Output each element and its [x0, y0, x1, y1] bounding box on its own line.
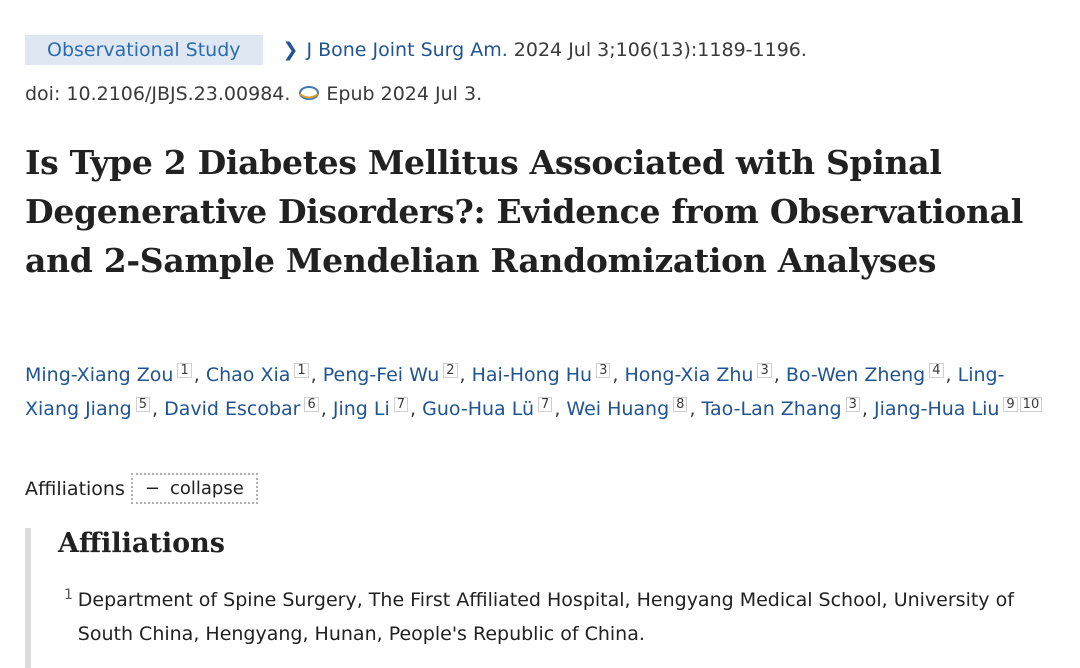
affiliations-toggle-row: Affiliations − collapse	[25, 473, 258, 504]
affiliation-refs: 1	[294, 362, 310, 378]
author-name[interactable]: Chao Xia	[205, 364, 291, 386]
affiliation-ref[interactable]: 5	[135, 396, 150, 412]
author-entry: Guo-Hua Lü 7,	[422, 396, 567, 420]
author-name[interactable]: Jiang-Hua Liu	[873, 398, 1000, 420]
affiliation-ref[interactable]: 1	[294, 362, 309, 378]
article-title: Is Type 2 Diabetes Mellitus Associated w…	[25, 143, 1023, 280]
journal-name[interactable]: J Bone Joint Surg Am.	[306, 39, 508, 61]
affiliation-ref[interactable]: 7	[538, 396, 553, 412]
affiliation-ref[interactable]: 10	[1019, 396, 1043, 412]
author-name[interactable]: David Escobar	[164, 398, 301, 420]
affiliation-refs: 9 10	[1003, 396, 1044, 412]
doi-row: doi: 10.2106/JBJS.23.00984. Epub 2024 Ju…	[25, 83, 482, 105]
journal-link[interactable]: ❯ J Bone Joint Surg Am.	[283, 39, 508, 61]
author-entry: Bo-Wen Zheng 4,	[785, 362, 958, 386]
affiliation-number: 1	[64, 587, 73, 603]
author-name[interactable]: Wei Huang	[566, 398, 670, 420]
minus-icon: −	[144, 478, 160, 499]
citation-row: Observational Study ❯ J Bone Joint Surg …	[25, 35, 807, 65]
author-entry: Tao-Lan Zhang 3,	[701, 396, 874, 420]
affiliation-ref[interactable]: 8	[673, 396, 688, 412]
author-entry: David Escobar 6,	[164, 396, 333, 420]
affiliations-panel: Affiliations 1 Department of Spine Surge…	[25, 528, 1071, 668]
affiliation-item: 1 Department of Spine Surgery, The First…	[64, 583, 1024, 651]
affiliation-ref[interactable]: 3	[596, 362, 611, 378]
collapse-affiliations-button[interactable]: − collapse	[130, 473, 258, 504]
author-name[interactable]: Ming-Xiang Zou	[25, 364, 174, 386]
author-entry: Hai-Hong Hu 3,	[471, 362, 625, 386]
affiliation-refs: 2	[443, 362, 459, 378]
affiliation-refs: 3	[757, 362, 773, 378]
affiliation-refs: 7	[393, 396, 410, 412]
affiliation-refs: 8	[673, 396, 689, 412]
author-entry: Wei Huang 8,	[566, 396, 702, 420]
author-name[interactable]: Ling-Xiang Jiang	[25, 364, 1005, 420]
affiliation-ref[interactable]: 2	[443, 362, 458, 378]
author-entry: Hong-Xia Zhu 3,	[624, 362, 786, 386]
author-entry: Ling-Xiang Jiang 5,	[25, 364, 1005, 420]
author-name[interactable]: Hai-Hong Hu	[471, 364, 593, 386]
author-list: Ming-Xiang Zou 1, Chao Xia 1, Peng-Fei Wu 2…	[25, 358, 1055, 426]
affiliation-ref[interactable]: 1	[177, 362, 192, 378]
affiliation-refs: 5	[135, 396, 152, 412]
author-entry: Jiang-Hua Liu 9 10	[873, 396, 1044, 420]
affiliation-refs: 6	[304, 396, 320, 412]
epub-icon	[298, 85, 320, 103]
doi-text: doi: 10.2106/JBJS.23.00984.	[25, 83, 291, 105]
epub-date: Epub 2024 Jul 3.	[326, 83, 483, 105]
affiliation-refs: 7	[538, 396, 554, 412]
affiliation-ref[interactable]: 3	[845, 396, 860, 412]
affiliation-refs: 3	[845, 396, 862, 412]
chevron-right-icon: ❯	[282, 39, 299, 61]
affiliation-refs: 4	[929, 362, 945, 378]
author-name[interactable]: Peng-Fei Wu	[322, 364, 440, 386]
affiliation-ref[interactable]: 4	[929, 362, 944, 378]
author-entry: Chao Xia 1,	[205, 362, 323, 386]
affiliations-heading: Affiliations	[58, 528, 225, 559]
affiliation-ref[interactable]: 6	[304, 396, 319, 412]
author-name[interactable]: Bo-Wen Zheng	[785, 364, 926, 386]
author-name[interactable]: Jing Li	[332, 398, 390, 420]
author-entry: Peng-Fei Wu 2,	[322, 362, 472, 386]
author-name[interactable]: Guo-Hua Lü	[422, 398, 535, 420]
author-name[interactable]: Hong-Xia Zhu	[624, 364, 754, 386]
citation-details: 2024 Jul 3;106(13):1189-1196.	[513, 39, 807, 61]
author-entry: Ming-Xiang Zou 1,	[25, 362, 206, 386]
author-name[interactable]: Tao-Lan Zhang	[701, 398, 842, 420]
affiliation-refs: 3	[596, 362, 612, 378]
affiliations-label: Affiliations	[25, 477, 125, 500]
author-entry: Jing Li 7,	[332, 396, 423, 420]
affiliation-refs: 1	[177, 362, 193, 378]
affiliation-ref[interactable]: 3	[757, 362, 772, 378]
affiliation-text: Department of Spine Surgery, The First A…	[77, 589, 1014, 645]
affiliation-ref[interactable]: 7	[393, 396, 409, 412]
collapse-label: collapse	[169, 478, 244, 499]
publication-type-badge[interactable]: Observational Study	[25, 35, 263, 65]
affiliation-ref[interactable]: 9	[1003, 396, 1018, 412]
